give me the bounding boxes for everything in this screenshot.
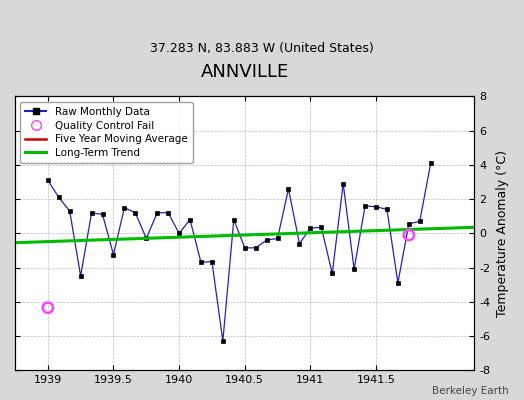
Point xyxy=(405,232,413,238)
Title: ANNVILLE: ANNVILLE xyxy=(201,63,289,81)
Y-axis label: Temperature Anomaly (°C): Temperature Anomaly (°C) xyxy=(496,150,509,317)
Text: Berkeley Earth: Berkeley Earth xyxy=(432,386,508,396)
Text: 37.283 N, 83.883 W (United States): 37.283 N, 83.883 W (United States) xyxy=(150,42,374,55)
Point xyxy=(43,304,52,311)
Legend: Raw Monthly Data, Quality Control Fail, Five Year Moving Average, Long-Term Tren: Raw Monthly Data, Quality Control Fail, … xyxy=(20,102,192,163)
